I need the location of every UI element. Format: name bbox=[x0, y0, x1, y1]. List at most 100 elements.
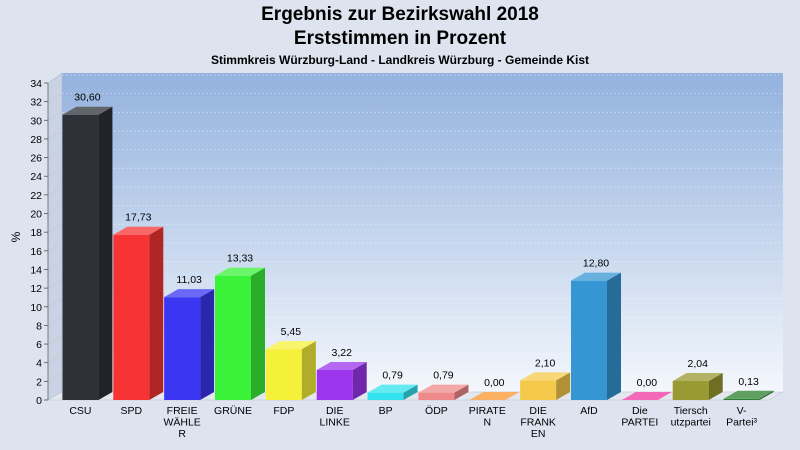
bar bbox=[113, 226, 164, 400]
bar-top bbox=[215, 267, 265, 276]
gridline-diag bbox=[47, 335, 63, 345]
bar-top bbox=[367, 384, 418, 393]
x-tick-label: GRÜNE bbox=[214, 405, 252, 417]
gridline-diag bbox=[47, 223, 63, 233]
gridline-diag bbox=[47, 93, 63, 102]
bar bbox=[164, 289, 215, 400]
gridline-diag bbox=[47, 354, 63, 363]
y-tick-label: 26 bbox=[30, 153, 42, 165]
y-tick-label: 28 bbox=[30, 134, 42, 146]
bar-top bbox=[571, 272, 621, 281]
bar-side bbox=[251, 267, 265, 400]
bar-side bbox=[607, 272, 621, 400]
bar-front bbox=[113, 234, 150, 400]
gridline-diag bbox=[47, 186, 63, 196]
gridline-diag bbox=[47, 279, 63, 289]
chart-subtitle: Erststimmen in Prozent bbox=[293, 28, 507, 49]
y-tick-label: 22 bbox=[30, 190, 42, 202]
x-tick-label: Tiersch utzpartei bbox=[671, 405, 711, 429]
gridline-diag bbox=[47, 130, 63, 140]
bar-front bbox=[164, 297, 201, 400]
y-tick-label: 16 bbox=[30, 246, 42, 258]
x-tick-label: DIE LINKE bbox=[320, 405, 350, 429]
bar-top bbox=[723, 390, 774, 399]
bar bbox=[672, 372, 723, 400]
bar-side bbox=[556, 372, 571, 400]
data-label: 2,10 bbox=[535, 357, 556, 369]
y-tick-label: 24 bbox=[30, 171, 42, 183]
y-tick-label: 12 bbox=[30, 283, 42, 295]
data-label: 30,60 bbox=[74, 92, 100, 104]
data-label: 13,33 bbox=[227, 253, 253, 265]
bar bbox=[469, 392, 520, 400]
bar-front bbox=[418, 392, 455, 400]
data-label: 5,45 bbox=[281, 326, 302, 338]
x-tick-label: BP bbox=[379, 405, 393, 417]
data-label: 0,79 bbox=[382, 370, 403, 382]
data-label: 0,79 bbox=[433, 370, 454, 382]
bar-top bbox=[113, 226, 164, 235]
data-label: 0,13 bbox=[738, 376, 759, 388]
bar-top bbox=[418, 384, 469, 393]
bar-front bbox=[215, 275, 251, 400]
y-tick-label: 2 bbox=[36, 376, 42, 388]
bar-front bbox=[367, 392, 404, 400]
bar bbox=[571, 272, 621, 400]
y-tick-label: 4 bbox=[36, 358, 42, 370]
bar bbox=[215, 267, 265, 400]
y-tick-label: 18 bbox=[30, 227, 42, 239]
x-tick-label: Die PARTEI bbox=[621, 405, 658, 429]
bar-front bbox=[316, 369, 353, 400]
x-tick-label: AfD bbox=[580, 405, 598, 417]
bar-side bbox=[301, 341, 316, 400]
y-axis-label: % bbox=[9, 231, 23, 242]
y-tick-label: 14 bbox=[30, 264, 42, 276]
data-label: 11,03 bbox=[176, 274, 202, 286]
gridline-diag bbox=[47, 298, 63, 308]
y-tick-label: 8 bbox=[36, 320, 42, 332]
x-tick-label: ÖDP bbox=[425, 405, 448, 417]
bar-side bbox=[352, 361, 367, 400]
gridline-diag bbox=[47, 317, 63, 326]
bar-side bbox=[454, 384, 469, 400]
gridline-diag bbox=[47, 74, 63, 84]
gridline-diag bbox=[47, 242, 63, 252]
bar-top bbox=[621, 392, 672, 400]
bar-front bbox=[520, 380, 557, 400]
bar-side bbox=[149, 226, 164, 400]
gridline-diag bbox=[47, 149, 63, 158]
bar-side bbox=[98, 106, 113, 400]
bar bbox=[520, 372, 571, 400]
gridline-diag bbox=[47, 373, 63, 382]
y-tick-label: 10 bbox=[30, 302, 42, 314]
bar bbox=[367, 384, 418, 400]
bar bbox=[723, 390, 774, 400]
bar-side bbox=[200, 289, 215, 400]
bar-top bbox=[164, 289, 215, 298]
bar-top bbox=[62, 106, 113, 115]
gridline-diag bbox=[47, 205, 63, 214]
x-tick-label: FDP bbox=[273, 405, 294, 417]
data-label: 0,00 bbox=[484, 377, 505, 389]
gridline-diag bbox=[47, 112, 63, 121]
data-label: 12,80 bbox=[583, 258, 609, 270]
left-wall bbox=[47, 72, 63, 401]
bar-top bbox=[469, 392, 520, 400]
bar bbox=[62, 106, 113, 400]
y-tick-label: 6 bbox=[36, 339, 42, 351]
bar-front bbox=[723, 398, 760, 400]
x-tick-label: DIE FRANK EN bbox=[520, 405, 556, 440]
bar-front bbox=[265, 349, 302, 400]
y-tick-label: 34 bbox=[30, 78, 42, 90]
bar-top bbox=[520, 372, 571, 381]
chart-title: Ergebnis zur Bezirkswahl 2018 bbox=[261, 4, 539, 25]
bar-side bbox=[759, 390, 774, 400]
x-tick-label: SPD bbox=[120, 405, 142, 417]
bar bbox=[316, 361, 367, 400]
y-tick-label: 20 bbox=[30, 209, 42, 221]
x-tick-label: CSU bbox=[69, 405, 91, 417]
gridline-diag bbox=[47, 167, 63, 177]
data-label: 2,04 bbox=[687, 358, 708, 370]
